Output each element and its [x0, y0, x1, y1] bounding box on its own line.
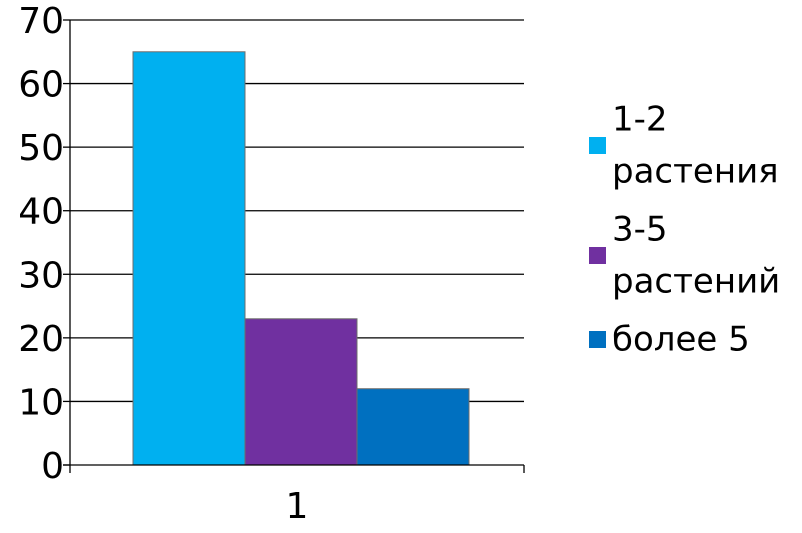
legend-swatch-2: [589, 247, 606, 264]
bar-1: [132, 51, 246, 466]
legend-label-2: 3-5: [612, 210, 668, 250]
legend-swatch-1: [589, 137, 606, 154]
y-tick-label: 70: [18, 1, 64, 42]
bars: [132, 51, 470, 466]
axes: 0 10 20 30 40 50 60 70 1: [18, 1, 525, 527]
legend-label-1: 1-2: [612, 100, 668, 140]
y-tick-label: 30: [18, 255, 64, 296]
y-tick-label: 10: [18, 382, 64, 423]
legend-label-1: растения: [612, 152, 779, 192]
y-tick-label: 60: [18, 65, 64, 106]
legend-label-2: растений: [612, 262, 780, 302]
legend-label-3: более 5: [612, 320, 750, 360]
y-tick-label: 50: [18, 128, 64, 169]
y-tick-label: 40: [18, 192, 64, 233]
bar-3: [356, 388, 470, 466]
legend: 1-2 растения 3-5 растений более 5: [589, 100, 780, 360]
y-tick-label: 20: [18, 319, 64, 360]
bar-2: [244, 318, 358, 466]
legend-swatch-3: [589, 331, 606, 348]
y-tick-label: 0: [41, 446, 64, 487]
x-category-label: 1: [286, 486, 309, 527]
